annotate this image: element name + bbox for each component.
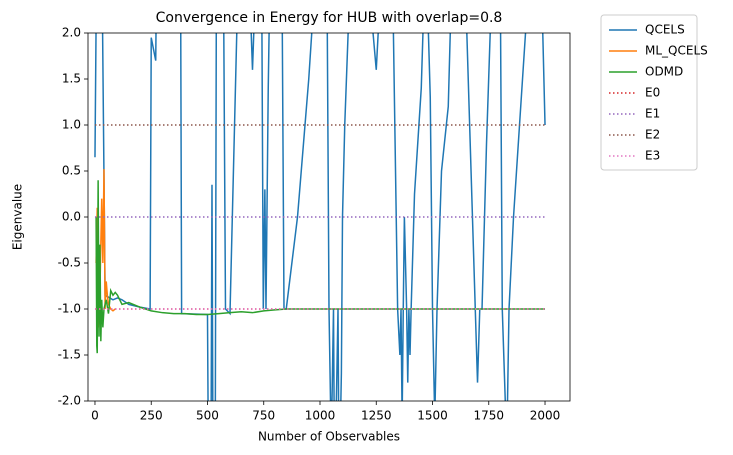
x-tick-label: 250: [140, 409, 163, 423]
y-tick-label: 0.0: [62, 210, 81, 224]
chart-title: Convergence in Energy for HUB with overl…: [156, 10, 503, 26]
x-tick-label: 0: [91, 409, 99, 423]
y-tick-label: -0.5: [58, 256, 81, 270]
y-tick-label: 1.0: [62, 118, 81, 132]
series-line: [95, 180, 546, 354]
plot-area: [94, 33, 546, 401]
legend-label: ML_QCELS: [645, 44, 708, 58]
x-tick-label: 750: [252, 409, 275, 423]
y-tick-label: 0.5: [62, 164, 81, 178]
legend-label: E2: [645, 128, 660, 142]
x-tick-label: 2000: [530, 409, 561, 423]
y-tick-label: 2.0: [62, 26, 81, 40]
legend-label: E0: [645, 86, 660, 100]
x-tick-label: 500: [196, 409, 219, 423]
legend-label: E3: [645, 149, 660, 163]
x-tick-label: 1500: [417, 409, 448, 423]
y-tick-label: -1.5: [58, 348, 81, 362]
y-tick-label: -2.0: [58, 394, 81, 408]
y-tick-label: 1.5: [62, 72, 81, 86]
legend-label: ODMD: [645, 65, 683, 79]
legend-label: QCELS: [645, 23, 685, 37]
x-tick-label: 1250: [361, 409, 392, 423]
x-axis-label: Number of Observables: [258, 430, 400, 444]
x-tick-label: 1000: [305, 409, 336, 423]
x-tick-label: 1750: [473, 409, 504, 423]
y-tick-label: -1.0: [58, 302, 81, 316]
y-axis-label: Eigenvalue: [11, 184, 25, 250]
series-line: [94, 33, 546, 401]
legend-box: [600, 14, 698, 171]
legend-label: E1: [645, 107, 660, 121]
